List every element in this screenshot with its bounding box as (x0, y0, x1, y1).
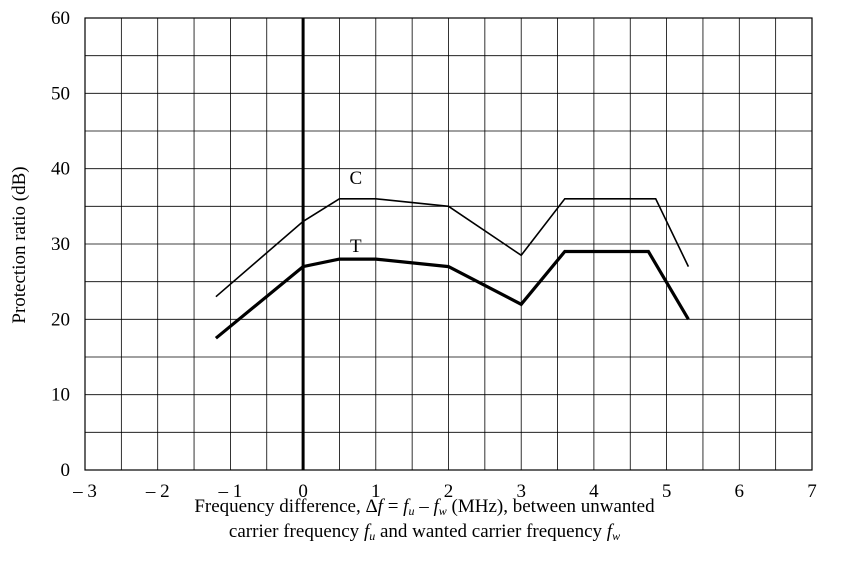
y-tick-label: 0 (61, 460, 71, 481)
x-tick-label: 4 (589, 481, 599, 502)
x-label-minus: – (414, 496, 434, 517)
y-tick-label: 40 (51, 159, 70, 180)
y-tick-label: 50 (51, 83, 70, 104)
y-tick-label: 20 (51, 309, 70, 330)
series-lines (214, 198, 690, 340)
y-tick-label: 60 (51, 8, 70, 29)
x-label2-prefix: carrier frequency (228, 521, 364, 542)
x-label-fw: f (433, 496, 439, 517)
y-tick-labels: 0 10 20 30 40 50 60 (51, 8, 70, 481)
x-tick-label: – 3 (72, 481, 97, 502)
y-tick-label: 10 (51, 385, 70, 406)
x-label-fw-sub: w (438, 504, 447, 518)
plot-frame (84, 17, 813, 471)
y-axis-label: Protection ratio (dB) (9, 166, 30, 323)
x-label-fu-sub: u (408, 504, 415, 518)
series-labels: CT (349, 168, 362, 257)
x-tick-label: 1 (371, 481, 381, 502)
x-label2-fw: f (606, 521, 613, 542)
x-label-prefix: Frequency difference, (194, 496, 366, 517)
series-line-t (214, 249, 690, 340)
x-tick-label: 2 (444, 481, 454, 502)
y-tick-label: 30 (51, 234, 70, 255)
x-tick-labels: – 3 – 2 – 1 0 1 2 3 4 5 6 7 (72, 481, 817, 502)
x-label-fu: f (403, 496, 409, 517)
x-label2-fu-sub: u (369, 529, 376, 543)
series-line-c (215, 198, 690, 298)
x-label2-fw-sub: w (612, 529, 621, 543)
x-label-equals: = (382, 496, 404, 517)
series-label-c: C (349, 168, 362, 189)
x-label-f: f (377, 496, 383, 517)
x-label2-mid: and wanted carrier frequency (375, 521, 607, 542)
x-tick-label: – 2 (145, 481, 170, 502)
x-axis-label-line2: carrier frequency fu and wanted carrier … (0, 521, 849, 543)
x-tick-label: 6 (735, 481, 745, 502)
x-tick-label: 3 (516, 481, 526, 502)
x-tick-label: 5 (662, 481, 672, 502)
x-label-suffix: (MHz), between unwanted (446, 496, 655, 517)
series-label-t: T (350, 236, 362, 257)
x-label-delta: Δ (365, 496, 378, 517)
x-axis-label-line1: Frequency difference, Δf = fu – fw (MHz)… (0, 496, 849, 518)
x-label2-fu: f (363, 521, 370, 542)
x-tick-label: – 1 (218, 481, 243, 502)
x-tick-label: 7 (807, 481, 817, 502)
x-tick-label: 0 (298, 481, 308, 502)
grid-lines (85, 18, 812, 470)
